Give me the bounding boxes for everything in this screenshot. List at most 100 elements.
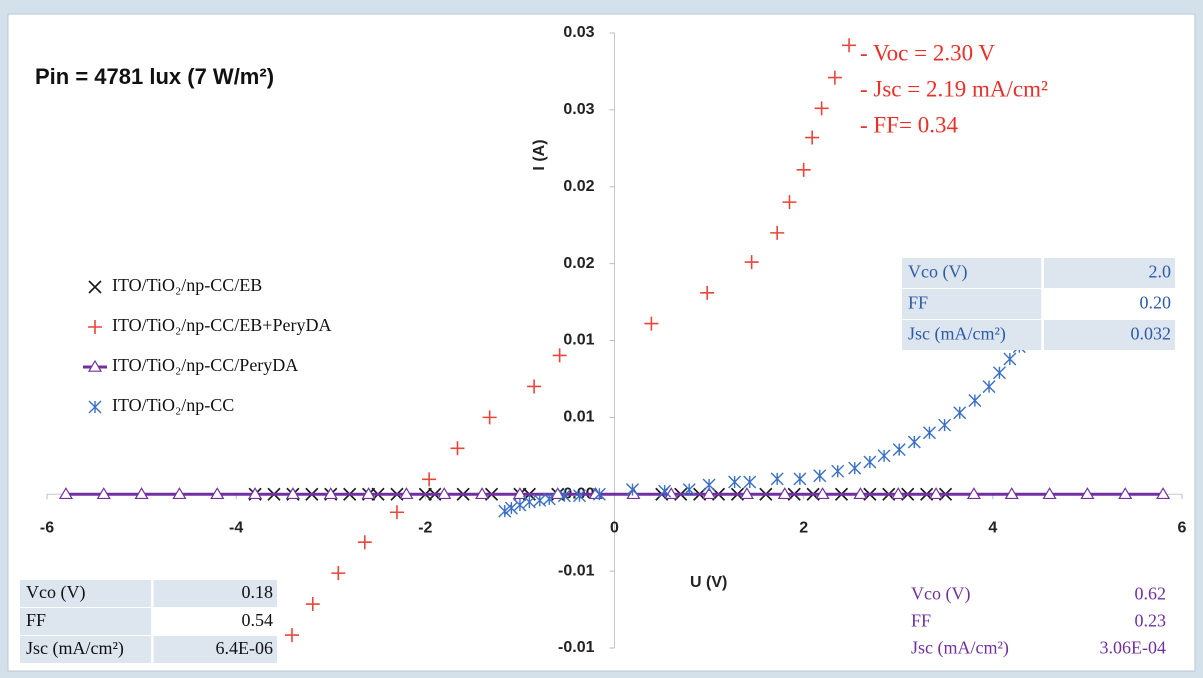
data-point — [399, 487, 414, 500]
data-point — [938, 418, 952, 432]
data-point — [682, 483, 696, 497]
table-cell-bg — [20, 580, 152, 607]
table-key: Vco (V) — [26, 582, 85, 603]
data-point — [892, 443, 906, 457]
data-point — [527, 379, 542, 394]
data-point — [805, 130, 820, 145]
data-point — [953, 406, 967, 420]
data-point — [891, 487, 906, 500]
data-point — [248, 487, 263, 500]
data-point — [357, 535, 372, 550]
table-key: Jsc (mA/cm²) — [26, 638, 124, 659]
data-point — [552, 348, 567, 363]
data-point — [728, 475, 742, 489]
chart-title: Pin = 4781 lux (7 W/m²) — [35, 64, 274, 89]
data-point — [966, 487, 981, 500]
y-tick-label: 0.01 — [563, 332, 594, 349]
data-point — [813, 469, 827, 483]
data-point — [1004, 487, 1019, 500]
data-point — [573, 489, 586, 503]
data-point — [1042, 487, 1057, 500]
y-tick-label: 0.01 — [563, 409, 594, 426]
data-point — [1156, 487, 1171, 500]
table-cell-bg — [1043, 289, 1175, 319]
data-point — [992, 366, 1006, 380]
annotation: - Jsc = 2.19 mA/cm² — [860, 76, 1048, 101]
data-point — [389, 505, 404, 520]
data-point — [557, 489, 571, 503]
table-cell-bg — [1043, 258, 1175, 288]
data-point — [437, 487, 452, 500]
table-cell-bg — [20, 608, 152, 635]
data-point — [827, 70, 842, 85]
legend-marker — [87, 359, 103, 372]
data-point — [922, 426, 936, 440]
data-point — [1003, 352, 1017, 366]
x-tick-label: -4 — [229, 519, 243, 536]
x-tick-label: 2 — [799, 519, 808, 536]
data-point — [815, 487, 830, 500]
table-key: Vco (V) — [911, 584, 970, 605]
legend-label: ITO/TiO₂/np-CC — [112, 395, 234, 415]
data-point — [907, 435, 921, 449]
data-point — [744, 255, 759, 270]
data-point — [848, 461, 862, 475]
data-point — [702, 487, 717, 500]
annotation: - Voc = 2.30 V — [860, 40, 995, 65]
data-point — [542, 492, 556, 506]
data-point — [450, 441, 465, 456]
annotation: - FF= 0.34 — [860, 112, 958, 137]
data-point — [929, 487, 944, 500]
table-value: 0.20 — [1140, 293, 1172, 313]
data-point — [422, 472, 437, 487]
data-point — [777, 487, 792, 500]
table-value: 0.032 — [1131, 324, 1172, 344]
data-point — [475, 487, 490, 500]
data-point — [134, 487, 149, 500]
data-point — [331, 566, 346, 581]
data-point — [625, 483, 639, 497]
table-cell-bg — [1043, 320, 1175, 350]
y-tick-label: 0.03 — [563, 24, 594, 41]
table-value: 0.54 — [242, 610, 274, 630]
table-value: 0.62 — [1135, 584, 1167, 604]
y-axis-label: I (A) — [531, 139, 548, 170]
data-point — [842, 38, 857, 53]
data-point — [700, 285, 715, 300]
data-point — [210, 487, 225, 500]
y-tick-label: 0.02 — [563, 255, 594, 272]
data-point — [863, 455, 877, 469]
data-point — [796, 162, 811, 177]
data-point — [982, 380, 996, 394]
data-point — [482, 410, 497, 425]
table-cell-bg — [153, 580, 277, 607]
table-value: 6.4E-06 — [216, 638, 274, 658]
legend-marker — [88, 280, 102, 294]
x-tick-label: -6 — [40, 519, 54, 536]
x-tick-label: -2 — [418, 519, 432, 536]
data-point — [504, 501, 518, 515]
data-point — [1118, 487, 1133, 500]
legend-label: ITO/TiO₂/np-CC/EB+PeryDA — [112, 315, 331, 335]
x-axis-label: U (V) — [690, 574, 727, 591]
table-key: FF — [908, 293, 928, 313]
table-key: Jsc (mA/cm²) — [908, 324, 1006, 345]
data-point — [285, 487, 300, 500]
data-point — [513, 498, 527, 512]
data-point — [770, 472, 784, 486]
table-value: 0.23 — [1135, 611, 1167, 631]
x-tick-label: 4 — [988, 519, 997, 536]
x-tick-label: 6 — [1178, 519, 1187, 536]
x-tick-label: 0 — [610, 519, 619, 536]
data-point — [877, 449, 891, 463]
data-point — [743, 475, 757, 489]
data-point — [739, 487, 754, 500]
table-value: 3.06E-04 — [1100, 638, 1167, 658]
table-cell-bg — [153, 608, 277, 635]
table-value: 2.0 — [1149, 262, 1172, 282]
y-tick-label: 0.03 — [563, 101, 594, 118]
legend-label: ITO/TiO₂/np-CC/EB — [112, 275, 262, 295]
data-point — [702, 478, 716, 492]
